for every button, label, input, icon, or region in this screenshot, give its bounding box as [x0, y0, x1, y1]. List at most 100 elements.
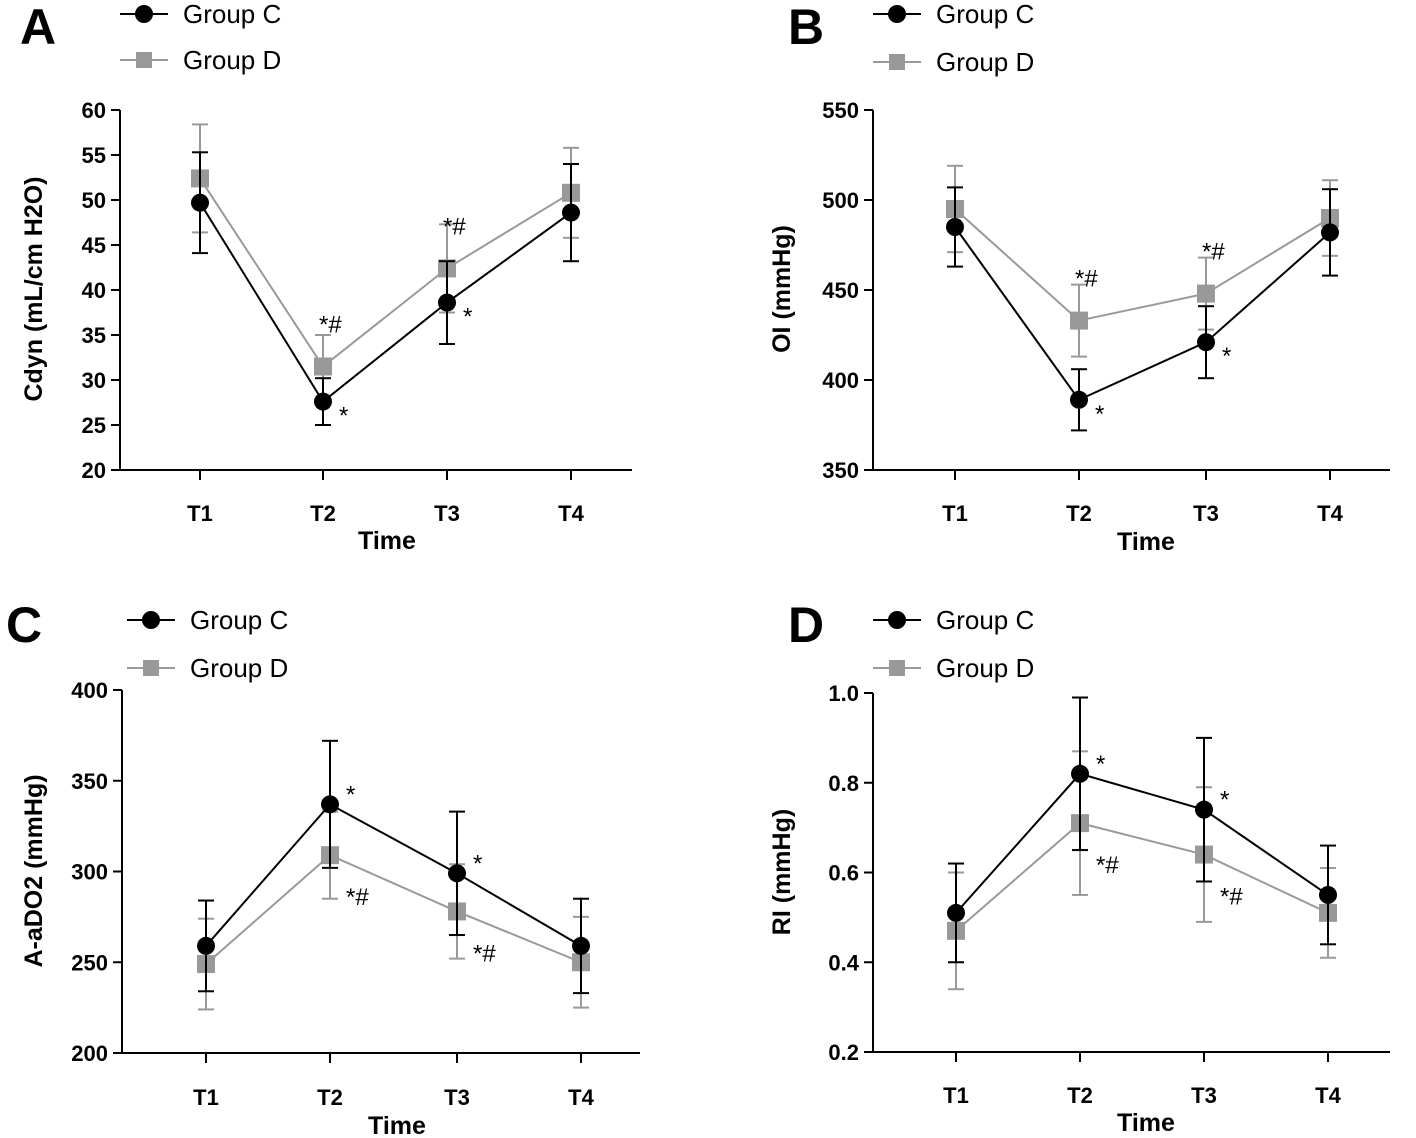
significance-marker-group-d: *#: [1220, 884, 1243, 911]
series-line-group-d: [955, 822, 1329, 932]
legend-marker-square-icon: [889, 660, 905, 676]
panel-c-letter: C: [6, 597, 42, 653]
series-line-group-c: [205, 803, 582, 947]
series-line-group-d: [205, 853, 582, 965]
x-tick-label: T1: [943, 1083, 969, 1108]
y-tick-label: 550: [822, 98, 859, 123]
legend-label-group-d: Group D: [936, 47, 1034, 77]
data-point-group-c: [947, 903, 965, 922]
x-tick-label: T4: [1317, 501, 1343, 526]
significance-marker-group-c: *: [339, 403, 348, 430]
legend-marker-circle-icon: [142, 611, 160, 629]
y-tick-label: 60: [82, 98, 106, 123]
panel-b: B Group C Group D 350 400 450 500 550 T1 T2 T3 T4 Ti…: [768, 0, 1390, 556]
y-tick-label: 1.0: [828, 681, 859, 706]
y-axis-title: A-aDO2 (mmHg): [20, 774, 48, 967]
data-point-group-c: [1070, 390, 1088, 409]
legend-label-group-c: Group C: [190, 605, 288, 635]
x-tick-label: T3: [1193, 501, 1219, 526]
significance-marker-group-d: *#: [443, 213, 466, 240]
x-axis-title: Time: [1117, 528, 1175, 556]
data-point-group-c: [1197, 333, 1215, 352]
series-line-group-c: [955, 772, 1329, 914]
data-point-group-c: [1319, 885, 1337, 904]
legend-label-group-d: Group D: [190, 653, 288, 683]
data-point-group-c: [438, 293, 456, 312]
data-point-group-c: [562, 203, 580, 222]
legend-label-group-c: Group C: [183, 0, 281, 29]
x-tick-label: T2: [317, 1085, 343, 1110]
data-point-group-c: [1195, 800, 1213, 819]
y-tick-label: 40: [82, 278, 106, 303]
legend-marker-circle-icon: [135, 5, 153, 23]
legend-marker-square-icon: [889, 54, 905, 70]
x-axis-title: Time: [358, 527, 416, 555]
data-point-group-c: [946, 218, 964, 236]
y-tick-label: 400: [822, 368, 859, 393]
data-point-group-c: [448, 864, 466, 883]
y-tick-label: 0.2: [828, 1040, 859, 1065]
y-tick-label: 20: [82, 458, 106, 483]
legend-label-group-c: Group C: [936, 0, 1034, 29]
panel-a: A Group C Group D 20 25 30 35 40 45 50 55 60 T1 T2 T3 T…: [20, 0, 632, 555]
y-tick-label: 0.8: [828, 771, 859, 796]
data-point-group-d: [314, 357, 332, 376]
legend-label-group-d: Group D: [183, 45, 281, 75]
x-tick-label: T4: [568, 1085, 594, 1110]
significance-marker-group-c: *: [473, 850, 482, 877]
y-tick-label: 300: [71, 860, 108, 885]
significance-marker-group-d: *#: [346, 884, 369, 911]
y-tick-label: 350: [822, 458, 859, 483]
series-line-group-c: [199, 202, 572, 404]
legend-marker-circle-icon: [888, 5, 906, 23]
series-line-group-d: [199, 177, 572, 368]
significance-marker-group-d: *#: [1096, 852, 1119, 879]
x-tick-label: T4: [1315, 1083, 1341, 1108]
y-tick-label: 250: [71, 950, 108, 975]
y-tick-label: 30: [82, 368, 106, 393]
significance-marker-group-c: *: [346, 781, 355, 808]
data-point-group-d: [1070, 311, 1088, 330]
y-tick-label: 0.6: [828, 861, 859, 886]
significance-marker-group-d: *#: [473, 940, 496, 967]
data-point-group-c: [197, 936, 215, 955]
panel-d: D Group C Group D 0.2 0.4 0.6 0.8 1.0 T1 T2 T3 T4 Ti…: [768, 597, 1390, 1137]
y-axis-title: Cdyn (mL/cm H2O): [20, 176, 48, 401]
data-point-group-d: [1197, 284, 1215, 303]
series-line-group-d: [954, 208, 1331, 322]
series-line-group-c: [954, 226, 1331, 402]
y-tick-label: 25: [82, 413, 106, 438]
data-point-group-c: [572, 936, 590, 955]
panel-b-letter: B: [788, 0, 824, 55]
x-axis-title: Time: [1117, 1109, 1175, 1137]
x-tick-label: T1: [187, 501, 213, 526]
data-point-group-c: [1071, 764, 1089, 783]
significance-marker-group-d: *#: [319, 312, 342, 339]
significance-marker-group-d: *#: [1075, 266, 1098, 293]
x-tick-label: T3: [444, 1085, 470, 1110]
data-point-group-c: [314, 392, 332, 411]
x-tick-label: T2: [1066, 501, 1092, 526]
data-point-group-c: [191, 193, 209, 212]
significance-marker-group-c: *: [1096, 751, 1105, 778]
y-axis-title: RI (mmHg): [768, 809, 796, 935]
x-tick-label: T3: [434, 501, 460, 526]
panel-d-letter: D: [788, 597, 824, 653]
y-tick-label: 50: [82, 188, 106, 213]
x-axis-title: Time: [368, 1112, 426, 1138]
legend-label-group-d: Group D: [936, 653, 1034, 683]
x-tick-label: T2: [310, 501, 336, 526]
y-tick-label: 350: [71, 769, 108, 794]
y-tick-label: 55: [82, 143, 106, 168]
x-tick-label: T1: [193, 1085, 219, 1110]
significance-marker-group-d: *#: [1202, 239, 1225, 266]
y-axis-title: OI (mmHg): [768, 225, 796, 353]
data-point-group-c: [1321, 223, 1339, 242]
y-tick-label: 450: [822, 278, 859, 303]
x-tick-label: T2: [1067, 1083, 1093, 1108]
data-point-group-c: [321, 795, 339, 814]
y-tick-label: 45: [82, 233, 106, 258]
x-tick-label: T3: [1191, 1083, 1217, 1108]
x-tick-label: T4: [558, 501, 584, 526]
